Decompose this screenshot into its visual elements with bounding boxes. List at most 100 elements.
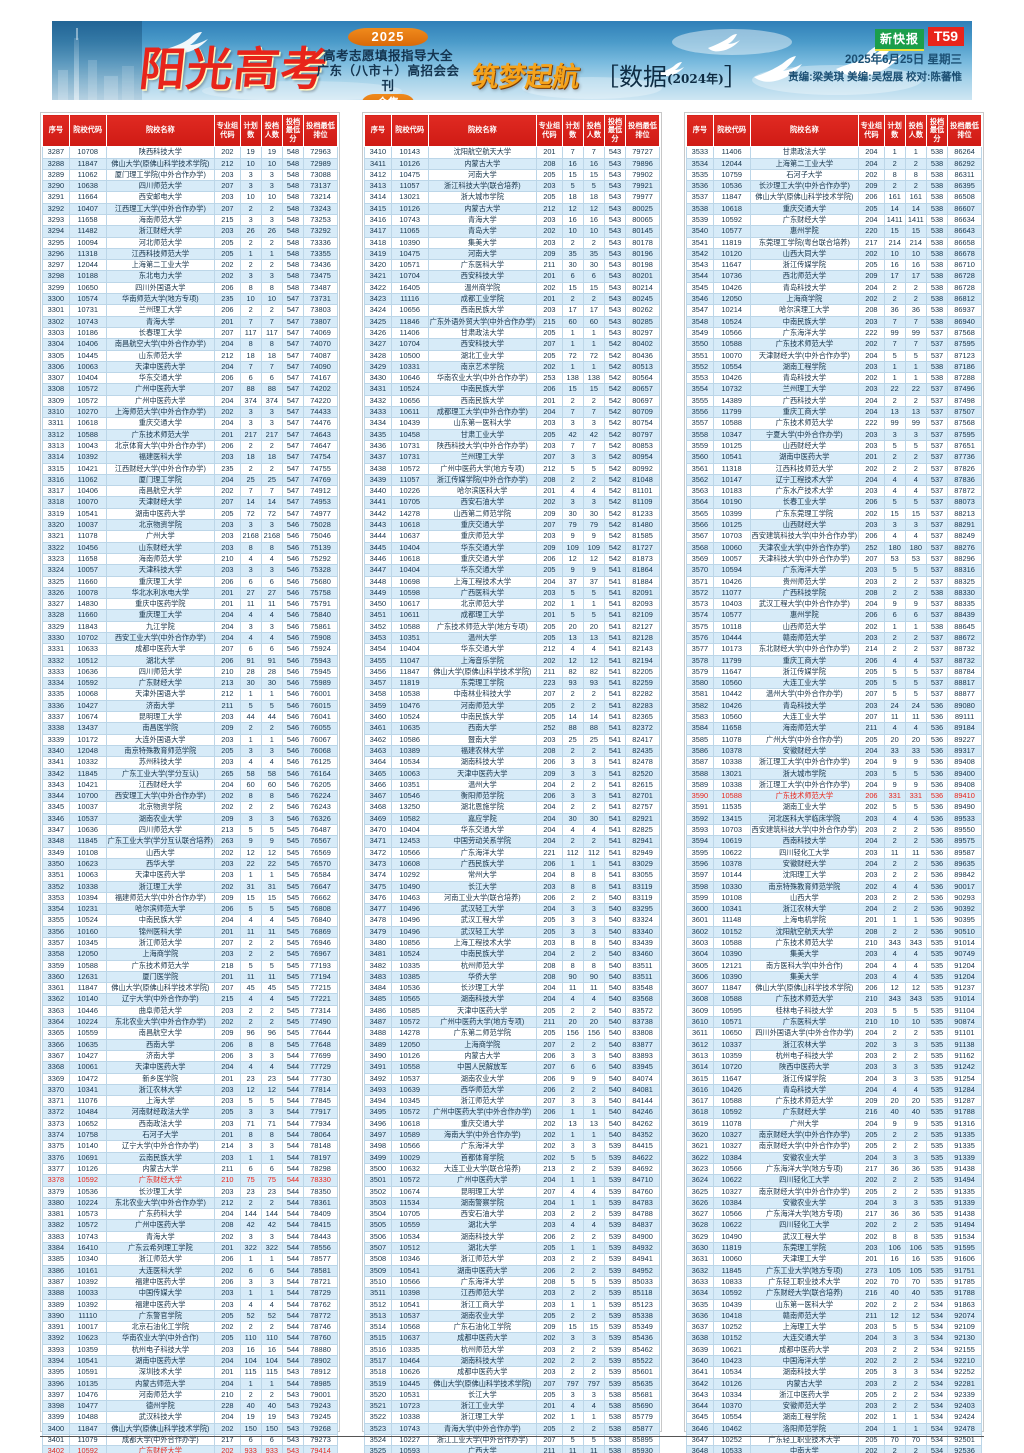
table-row: 3504 10705 西安石油大学 203 2 2 539 84788 [364, 1208, 660, 1221]
cell-0: 3550 [686, 338, 714, 351]
table-row: 3601 11148 上海电机学院 201 1 1 536 90395 [686, 914, 982, 927]
cell-1: 10140 [68, 1140, 107, 1153]
cell-3: 205 [536, 1309, 563, 1323]
cell-7: 80196 [625, 247, 660, 261]
cell-3: 204 [214, 338, 241, 351]
cell-3: 202 [858, 247, 885, 261]
cell-2: 长沙理工大学 [105, 1185, 216, 1198]
cell-5: 2 [582, 1287, 605, 1300]
cell-7: 86678 [947, 247, 982, 261]
cell-0: 3533 [686, 146, 714, 159]
cell-2: 广东石油化工学院 [427, 1321, 538, 1334]
table-row: 3375 10140 辽宁大学(中外合作办学) 214 3 3 544 78148 [42, 1140, 338, 1153]
cell-3: 204 [858, 1117, 885, 1131]
cell-4: 3 [239, 812, 262, 826]
table-row: 3589 10338 浙江理工大学(中外合作办学) 204 9 9 536 89408 [686, 778, 982, 792]
table-row: 3513 10537 湖南农业大学 205 2 2 539 85338 [364, 1309, 660, 1323]
cell-3: 217 [858, 236, 885, 249]
cell-2: 广东技术师范大学 [105, 428, 216, 441]
cell-0: 3633 [686, 1275, 714, 1289]
cell-0: 3589 [686, 778, 714, 792]
cell-0: 3628 [686, 1219, 714, 1232]
cell-0: 3375 [42, 1140, 70, 1153]
cell-7: 82143 [625, 643, 660, 656]
cell-0: 3626 [686, 1196, 714, 1210]
table-row: 3360 12631 厦门医学院 201 11 11 545 77194 [42, 970, 338, 984]
cell-4: 7 [561, 406, 584, 419]
table-row: 3560 10541 湖南中医药大学 201 2 2 537 87736 [686, 451, 982, 464]
cell-5: 180 [904, 541, 927, 554]
cell-1: 10125 [712, 519, 751, 532]
table-row: 3421 10704 西安科技大学 201 6 6 543 80201 [364, 270, 660, 283]
cell-0: 3351 [42, 869, 70, 882]
table-row: 3419 10475 河南大学 209 35 35 543 80196 [364, 247, 660, 261]
cell-1: 10758 [68, 1129, 107, 1142]
cell-6: 539 [603, 1354, 627, 1368]
cell-5: 2 [904, 157, 927, 170]
cell-1: 10070 [712, 349, 751, 362]
cell-0: 3476 [364, 891, 392, 905]
footer-divider [40, 1436, 984, 1437]
cell-1: 10341 [712, 903, 751, 916]
cell-7: 75908 [303, 631, 338, 645]
cell-1: 10608 [390, 857, 429, 871]
cell-4: 374 [239, 394, 262, 408]
cell-6: 542 [603, 428, 627, 441]
cell-6: 545 [281, 824, 305, 837]
cell-7: 78902 [303, 1354, 338, 1368]
cell-6: 544 [281, 1049, 305, 1063]
cell-6: 542 [603, 485, 627, 498]
cell-2: 北京物资学院 [105, 519, 216, 532]
cell-0: 3347 [42, 824, 70, 837]
cell-7: 84081 [625, 1083, 660, 1097]
cell-3: 204 [214, 778, 241, 792]
cell-0: 3462 [364, 733, 392, 746]
cell-4: 1411 [883, 213, 906, 227]
cell-1: 10636 [68, 665, 107, 679]
cell-7: 78415 [303, 1219, 338, 1232]
cell-4: 70 [883, 1275, 906, 1289]
cell-7: 78064 [303, 1129, 338, 1142]
cell-6: 544 [281, 1332, 305, 1345]
cell-2: 河南工业大学(联合培养) [427, 891, 538, 905]
cell-7: 74769 [303, 473, 338, 487]
table-row: 3423 11116 成都工业学院 201 2 2 543 80245 [364, 293, 660, 306]
cell-6: 544 [281, 1230, 305, 1244]
cell-0: 3607 [686, 982, 714, 995]
cell-6: 544 [281, 1095, 305, 1108]
cell-7: 91204 [947, 959, 982, 972]
cell-4: 6 [239, 1162, 262, 1176]
cell-6: 538 [925, 191, 949, 204]
cell-1: 11847 [68, 982, 107, 995]
cell-5: 11 [582, 982, 605, 995]
table-row: 3522 10338 浙江理工大学 202 1 1 538 85779 [364, 1411, 660, 1424]
cell-2: 浙江师范大学 [105, 936, 216, 950]
cell-4: 1 [561, 598, 584, 611]
cell-1: 11847 [712, 191, 751, 204]
table-row: 3355 10524 中南民族大学 204 4 4 545 76840 [42, 914, 338, 927]
cell-2: 广西科技学院 [749, 586, 860, 600]
cell-6: 547 [281, 507, 305, 521]
table-row: 3584 11658 海南师范大学 211 4 4 536 89184 [686, 722, 982, 735]
cell-5: 4 [904, 722, 927, 735]
cell-0: 3322 [42, 541, 70, 554]
cell-4: 17 [883, 270, 906, 283]
badge-bottom: 合集 [362, 94, 414, 100]
cell-3: 235 [214, 462, 241, 475]
cell-2: 上海音乐学院 [427, 654, 538, 667]
cell-1: 10017 [68, 1321, 107, 1334]
cell-0: 3615 [686, 1072, 714, 1085]
table-row: 3352 10338 浙江理工大学 202 31 31 545 76647 [42, 880, 338, 893]
cell-5: 110 [260, 1332, 283, 1345]
cell-7: 80697 [625, 394, 660, 408]
cell-5: 16 [904, 259, 927, 272]
cell-0: 3570 [686, 564, 714, 577]
cell-3: 209 [858, 180, 885, 193]
cell-3: 217 [214, 1434, 241, 1447]
table-row: 3343 10421 江西财经大学 204 60 60 546 76205 [42, 778, 338, 792]
cell-4: 4 [561, 1219, 584, 1232]
cell-4: 45 [239, 982, 262, 995]
cell-6: 538 [925, 202, 949, 216]
cell-4: 3 [561, 790, 584, 803]
badge-line2: 广东（八市＋）高招会会刊 [316, 63, 460, 93]
